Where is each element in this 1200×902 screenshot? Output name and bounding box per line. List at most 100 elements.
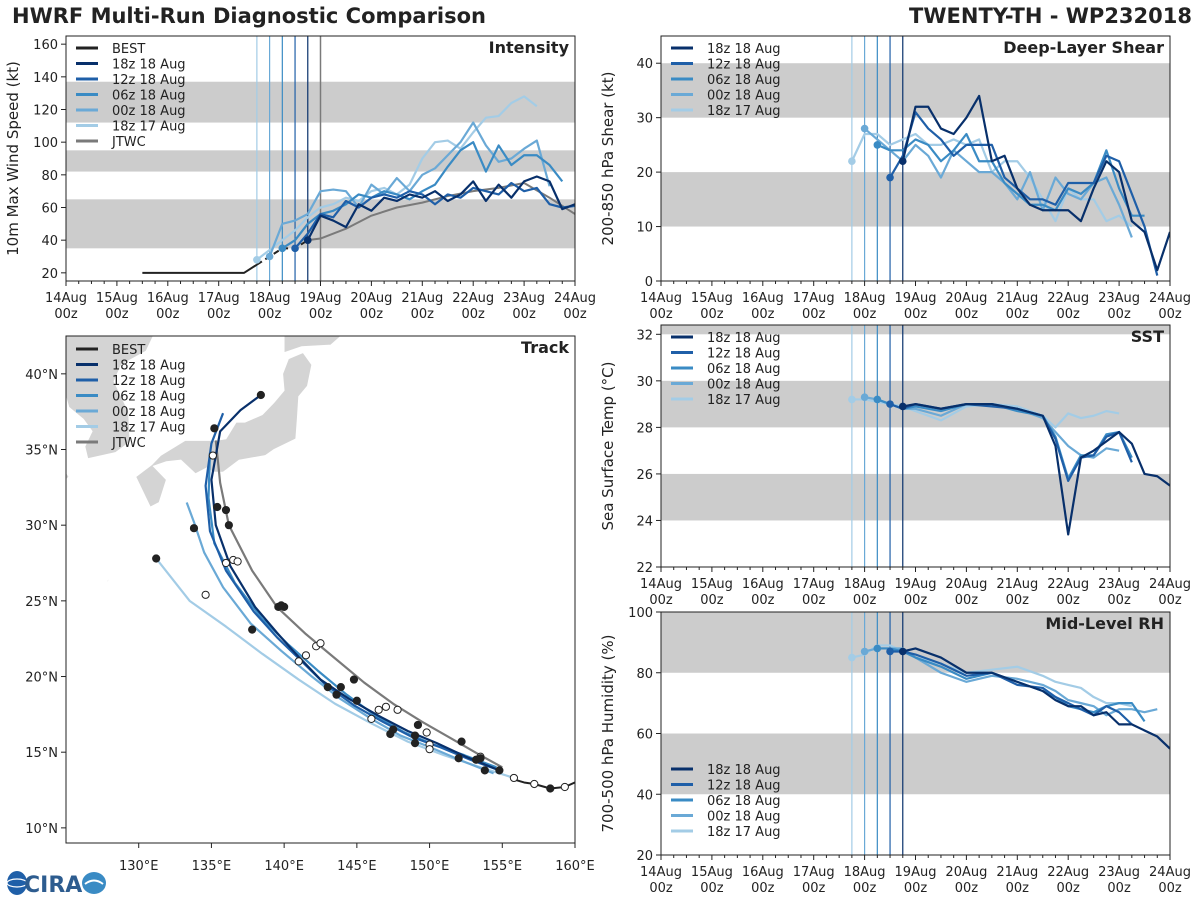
sst-ylabel: Sea Surface Temp (°C) [599,361,617,530]
track-xtick-label: 130°E [119,859,159,874]
rh-legend-label: 06z 18 Aug [707,794,781,809]
shear-panel: 14Aug00z15Aug00z16Aug00z17Aug00z18Aug00z… [599,35,1191,322]
rh-xtick-sublabel: 00z [751,881,775,896]
sst-xtick-label: 22Aug [1047,577,1089,592]
track-legend-label: BEST [112,343,145,358]
track-position-marker [213,502,222,512]
track-xtick-label: 160°E [555,859,595,874]
sst-panel: 14Aug00z15Aug00z16Aug00z17Aug00z18Aug00z… [599,324,1191,608]
rh-legend-label: 12z 18 Aug [707,779,781,794]
intensity-xtick-sublabel: 00z [462,307,486,322]
track-position-marker [349,675,359,684]
shear-xtick-label: 18Aug [844,291,886,306]
sst-ytick-label: 28 [636,421,653,436]
track-ytick-label: 25°N [25,595,58,610]
rh-legend-label: 18z 18 Aug [707,763,781,778]
track-position-marker [495,766,504,775]
intensity-ylabel: 10m Max Wind Speed (kt) [4,61,22,256]
track-position-marker [410,731,420,740]
main-title: HWRF Multi-Run Diagnostic Comparison [12,4,487,28]
intensity-legend-label: 00z 18 Aug [112,104,186,119]
shear-series-06z-18-aug [876,132,1145,217]
track-position-marker [201,590,210,599]
intensity-xtick-label: 16Aug [147,291,189,306]
intensity-plot-area [142,95,575,274]
intensity-xtick-sublabel: 00z [54,307,78,322]
sst-xtick-sublabel: 00z [1057,593,1081,608]
rh-legend-label: 00z 18 Aug [707,810,781,825]
shear-xtick-sublabel: 00z [802,307,826,322]
seal-icon [82,872,106,894]
track-position-marker [457,737,466,746]
shear-xtick-sublabel: 00z [1006,307,1030,322]
track-series-jtwc [214,440,503,769]
track-series-00z-18-aug [185,502,494,775]
cira-logo: CIRA [4,868,108,898]
rh-xtick-label: 20Aug [945,865,987,880]
shear-ytick-label: 10 [636,221,653,236]
rh-xtick-sublabel: 00z [802,881,826,896]
storm-id: TWENTY-TH - WP232018 [909,4,1192,28]
rh-xtick-label: 18Aug [844,865,886,880]
intensity-panel: 14Aug00z15Aug00z16Aug00z17Aug00z18Aug00z… [4,35,596,322]
rh-series-18z-18-aug [902,647,1170,750]
shear-xtick-label: 16Aug [742,291,784,306]
sst-init-point-12z-18-aug [886,400,894,408]
track-position-marker [454,754,463,763]
intensity-ytick-label: 120 [33,104,58,119]
sst-xtick-sublabel: 00z [1107,593,1131,608]
shear-legend-label: 00z 18 Aug [707,89,781,104]
shear-xtick-sublabel: 00z [649,307,673,322]
land-area [283,336,342,354]
sst-xtick-label: 19Aug [895,577,937,592]
logo-text: CIRA [24,873,82,898]
track-position-marker [316,639,325,648]
track-position-marker [210,424,219,433]
sst-xtick-label: 17Aug [793,577,835,592]
track-legend-label: JTWC [111,436,146,451]
intensity-init-point-06z-18-aug [278,244,287,253]
intensity-legend-label: 18z 17 Aug [112,120,186,135]
sst-xtick-label: 24Aug [1149,577,1191,592]
sst-legend-label: 18z 17 Aug [707,393,781,408]
intensity-xtick-sublabel: 00z [512,307,536,322]
shear-plot-area [848,94,1170,276]
rh-xtick-label: 16Aug [742,865,784,880]
track-position-marker [336,683,345,692]
intensity-xtick-sublabel: 00z [156,307,180,322]
land-area [66,336,154,460]
intensity-xtick-label: 22Aug [452,291,494,306]
sst-ytick-label: 26 [636,468,653,483]
rh-panel: 14Aug00z15Aug00z16Aug00z17Aug00z18Aug00z… [599,606,1191,896]
sst-xtick-label: 23Aug [1098,577,1140,592]
rh-xtick-sublabel: 00z [853,881,877,896]
intensity-xtick-label: 19Aug [300,291,342,306]
intensity-ytick-label: 20 [41,267,58,282]
shear-xtick-sublabel: 00z [700,307,724,322]
track-xtick-label: 155°E [483,859,523,874]
track-position-marker [332,690,341,699]
track-position-marker [393,705,402,714]
rh-ytick-label: 80 [636,667,653,682]
shear-xtick-label: 15Aug [691,291,733,306]
sst-frame [660,324,1171,568]
sst-xtick-label: 15Aug [691,577,733,592]
track-position-marker [509,773,519,783]
sst-band [661,473,1170,521]
rh-xtick-label: 15Aug [691,865,733,880]
shear-legend-label: 18z 17 Aug [707,104,781,119]
intensity-init-point-00z-18-aug [265,252,274,261]
rh-panel-title: Mid-Level RH [1045,614,1164,633]
wave-icon [84,879,104,885]
shear-frame [660,35,1171,282]
rh-ylabel: 700-500 hPa Humidity (%) [599,634,617,832]
intensity-legend-label: BEST [112,42,145,57]
track-position-marker [425,745,434,754]
sst-xtick-sublabel: 00z [1006,593,1030,608]
track-ytick-label: 10°N [25,822,58,837]
rh-band [661,612,1170,673]
intensity-xtick-label: 17Aug [198,291,240,306]
shear-xtick-label: 24Aug [1149,291,1191,306]
track-position-marker [367,714,376,723]
